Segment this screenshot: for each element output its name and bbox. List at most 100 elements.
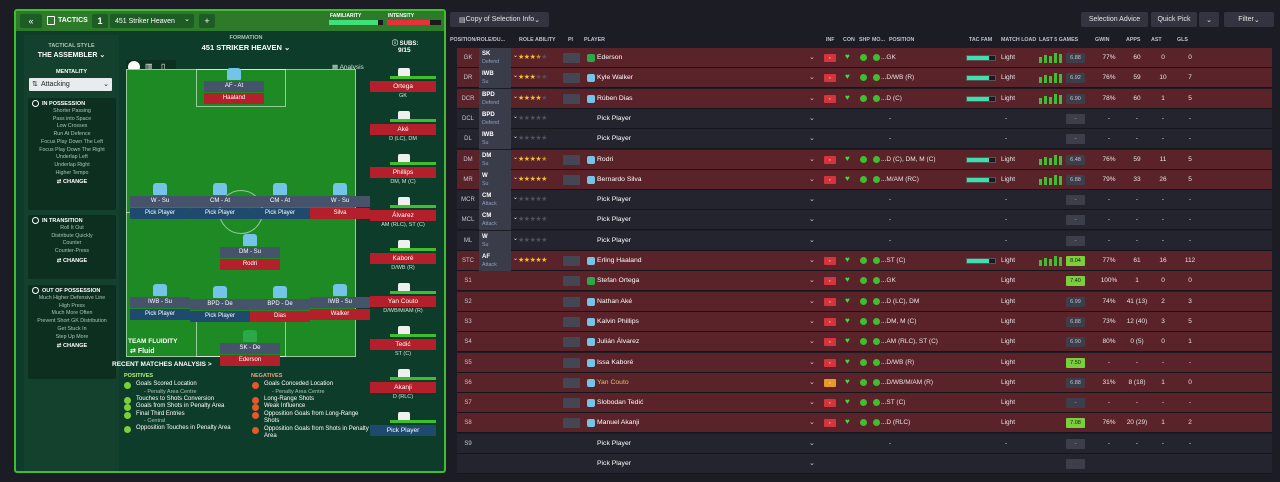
substitute-item[interactable]: Aké D (LC), DM [370,111,440,145]
tactical-style-name[interactable]: THE ASSEMBLER ⌄ [37,52,106,59]
substitute-name[interactable]: Akanji [370,382,436,393]
table-row[interactable]: S2 Nathan Aké ⌄ ▪ ♥ ...D (LC), DM Light 6.99 74%… [457,291,1272,312]
chevron-down-icon[interactable]: ⌄ [809,378,815,386]
role-duty[interactable]: DM Su [479,149,511,170]
role-duty[interactable]: SK Defend [479,48,511,68]
chevron-down-icon[interactable]: ⌄ [809,419,815,427]
position-player-name[interactable]: Pick Player [190,208,250,219]
change-in-transition-button[interactable]: ⇄ CHANGE [56,257,88,264]
player-instructions-icon[interactable] [563,337,580,348]
quick-pick-dropdown[interactable]: ⌄ [1199,12,1219,27]
chevron-down-icon[interactable]: ⌄ [809,74,815,82]
role-duty[interactable]: AF Attack [479,251,511,271]
table-row[interactable]: S9 Pick Player ⌄ - - - - - - - [457,433,1272,454]
substitute-item[interactable]: Pick Player [370,412,440,446]
pitch-position[interactable]: BPD - De Pick Player [190,299,250,322]
pitch-view-icon[interactable]: ▯ [161,62,166,71]
table-row[interactable]: MCL CM Attack ⌄ ★★★★★ Pick Player ⌄ - - - - - - - [457,210,1272,231]
chevron-down-icon[interactable]: ⌄ [809,196,815,204]
column-header[interactable]: MO... [872,37,885,43]
substitute-item[interactable]: Phillips DM, M (C) [370,154,440,188]
player-instructions-icon[interactable] [563,53,580,63]
role-duty[interactable]: IWB Su [479,129,511,150]
chevron-down-icon[interactable]: ⌄ [809,277,815,285]
table-row[interactable]: STC AF Attack ⌄ ★★★★★ Erling Haaland ⌄ ▪ ♥ ...ST … [457,251,1272,271]
substitute-name[interactable]: Phillips [370,167,436,178]
position-player-name[interactable]: Pick Player [130,309,190,320]
tactic-selector[interactable]: 451 Striker Heaven ⌄ [110,14,194,28]
substitute-name[interactable]: Aké [370,124,436,135]
pitch-position[interactable]: CM - At Pick Player [190,196,250,219]
pitch-position[interactable]: DM - Su Rodri [220,247,280,270]
mentality-select[interactable]: ⇅ Attacking ⌄ [29,78,112,91]
copy-selection-button[interactable]: ▤ Copy of Selection Info ⌄ [450,12,549,27]
chevron-down-icon[interactable]: ⌄ [809,358,815,366]
column-header[interactable]: GLS [1177,37,1188,43]
chevron-down-icon[interactable]: ⌄ [809,155,815,163]
player-instructions-icon[interactable] [563,256,580,266]
player-instructions-icon[interactable] [563,357,580,368]
player-instructions-icon[interactable] [563,377,580,388]
chevron-down-icon[interactable]: ⌄ [809,216,815,224]
stats-view-icon[interactable]: ▥ [145,62,153,71]
tactic-slot[interactable]: 1 [92,14,108,28]
pitch-position[interactable]: BPD - De Dias [250,299,310,322]
table-row[interactable]: S7 Slobodan Tedić ⌄ ▪ ♥ ...ST (C) Light - - - - - [457,393,1272,414]
player-name[interactable]: Slobodan Tedić [597,399,644,407]
column-header[interactable]: PLAYER [584,37,605,43]
role-duty[interactable]: W Su [479,230,511,251]
column-header[interactable]: PI [568,37,574,43]
column-header[interactable]: POSITION [889,37,915,43]
player-name[interactable]: Nathan Aké [597,297,633,305]
selection-advice-button[interactable]: Selection Advice [1081,12,1148,27]
substitute-name[interactable]: Ortega [370,81,436,92]
column-header[interactable]: POSITION/ROLE/DU... [450,37,506,43]
player-name[interactable]: Pick Player [597,114,631,122]
player-name[interactable]: Julián Álvarez [597,338,640,346]
role-duty[interactable]: BPD Defend [479,88,511,109]
position-player-name[interactable]: Pick Player [250,208,310,219]
column-header[interactable]: TAC FAM [969,37,993,43]
player-name[interactable]: Pick Player [597,196,631,204]
quick-pick-button[interactable]: Quick Pick [1151,12,1197,27]
column-header[interactable]: AST [1151,37,1162,43]
column-header[interactable]: GWIN [1095,37,1110,43]
pitch-position[interactable]: AF - At Haaland [204,81,264,104]
substitute-name[interactable]: Pick Player [370,425,436,436]
chevron-down-icon[interactable]: ⌄ [809,460,815,467]
player-name[interactable]: Pick Player [597,236,631,244]
player-name[interactable]: Yan Couto [597,378,629,386]
role-duty[interactable]: IWB Su [479,68,511,89]
player-name[interactable]: Kyle Walker [597,74,634,82]
player-name[interactable]: Manuel Akanji [597,419,640,427]
player-instructions-icon[interactable] [563,398,580,409]
table-row[interactable]: DCR BPD Defend ⌄ ★★★★★ Rúben Dias ⌄ ▪ ♥ ...D (C) L… [457,88,1272,109]
player-name[interactable]: Rúben Dias [597,94,633,102]
substitute-name[interactable]: Álvarez [370,210,436,221]
table-row[interactable]: S4 Julián Álvarez ⌄ ▪ ♥ ...AM (RLC), ST (C) Li… [457,332,1272,353]
table-row[interactable]: Pick Player ⌄ [457,454,1272,474]
table-row[interactable]: S6 Yan Couto ⌄ ▪ ♥ ...D/WB/M/AM (R) Light 6.88 3… [457,372,1272,393]
table-row[interactable]: MR W Su ⌄ ★★★★★ Bernardo Silva ⌄ ▪ ♥ ...M/AM (RC)… [457,169,1272,190]
table-row[interactable]: MCR CM Attack ⌄ ★★★★★ Pick Player ⌄ - - - - - - - [457,190,1272,211]
position-player-name[interactable]: Rodri [220,259,280,270]
chevron-down-icon[interactable]: ⌄ [809,297,815,305]
chevron-down-icon[interactable]: ⌄ [809,135,815,143]
table-row[interactable]: DR IWB Su ⌄ ★★★★★ Kyle Walker ⌄ ▪ ♥ ...D/WB (R) Li… [457,68,1272,89]
analysis-title[interactable]: RECENT MATCHES ANALYSIS > [112,361,212,368]
role-duty[interactable]: W Su [479,169,511,190]
column-header[interactable]: APPS [1126,37,1141,43]
column-header[interactable]: INF [826,37,835,43]
player-name[interactable]: Erling Haaland [597,257,642,264]
player-name[interactable]: Pick Player [597,439,631,447]
column-header[interactable]: MATCH LOAD [1001,37,1037,43]
chevron-down-icon[interactable]: ⌄ [809,399,815,407]
player-name[interactable]: Ederson [597,54,623,61]
table-row[interactable]: S8 Manuel Akanji ⌄ ▪ ♥ ...D (RLC) Light 7.08 76%… [457,413,1272,434]
column-header[interactable]: LAST 5 GAMES [1039,37,1079,43]
position-player-name[interactable]: Haaland [204,93,264,104]
back-button[interactable]: « [20,14,42,28]
substitute-item[interactable]: Akanji D (RLC) [370,369,440,403]
player-name[interactable]: Pick Player [597,460,631,467]
substitute-item[interactable]: Ortega GK [370,68,440,102]
